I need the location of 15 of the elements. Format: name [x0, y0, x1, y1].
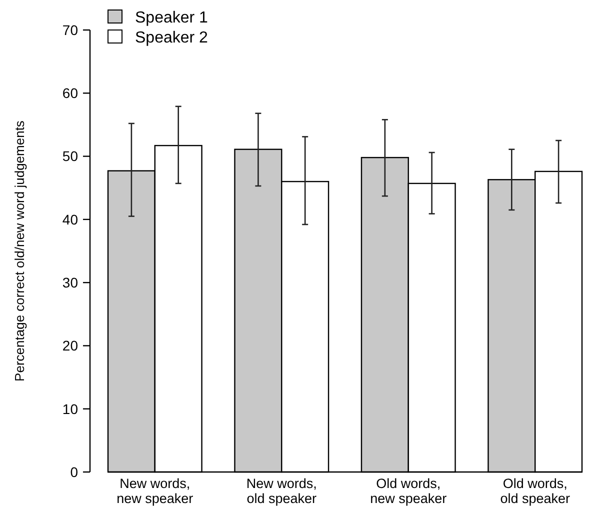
legend-label: Speaker 2: [135, 30, 208, 47]
y-tick-label: 40: [62, 211, 78, 228]
legend-label: Speaker 1: [135, 10, 208, 27]
y-tick-label: 0: [70, 464, 78, 480]
x-tick-label: New words, old speaker: [246, 476, 318, 506]
y-tick-label: 20: [62, 338, 78, 354]
y-tick-label: 70: [62, 22, 78, 38]
x-tick-label: New words, new speaker: [116, 476, 194, 506]
y-tick-label: 30: [62, 274, 78, 290]
y-axis-title: Percentage correct old/new word judgements: [12, 120, 27, 382]
y-tick-label: 50: [62, 148, 78, 164]
y-tick-label: 10: [62, 400, 78, 417]
x-tick-label: Old words, new speaker: [370, 476, 448, 506]
x-tick-label: Old words, old speaker: [500, 476, 571, 506]
y-tick-label: 60: [62, 85, 78, 102]
